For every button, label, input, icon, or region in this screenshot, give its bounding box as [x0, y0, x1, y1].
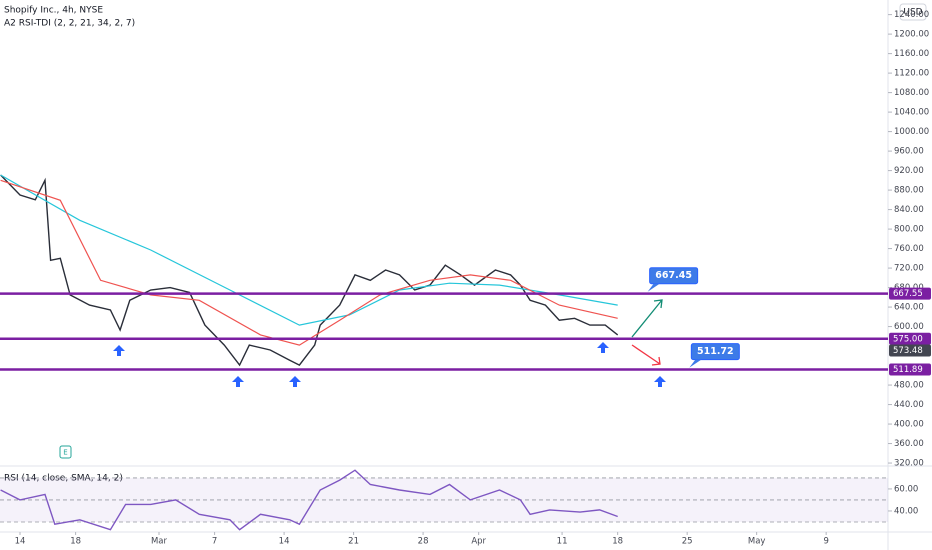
- x-tick-label: 14: [15, 537, 26, 547]
- level-tag: [889, 332, 931, 345]
- level-label: 575.00: [893, 334, 923, 344]
- level-tag: [889, 363, 931, 376]
- y-tick-label: 40.00: [894, 506, 918, 516]
- target-label: 667.45: [655, 270, 692, 281]
- up-arrow: [113, 345, 125, 356]
- y-tick-label: 800.00: [894, 225, 924, 235]
- x-tick-label: 9: [823, 537, 828, 547]
- y-tick-label: 320.00: [894, 459, 924, 469]
- x-tick-label: 7: [212, 537, 217, 547]
- up-arrow: [232, 376, 244, 387]
- earnings-marker[interactable]: [59, 445, 72, 459]
- up-arrow: [654, 376, 666, 387]
- chart-title: Shopify Inc., 4h, NYSE: [4, 6, 103, 16]
- target-pointer: [689, 359, 702, 368]
- currency: USD: [903, 8, 922, 18]
- series-line: [0, 469, 618, 531]
- y-tick-label: 880.00: [894, 186, 924, 196]
- currency-box[interactable]: [899, 3, 927, 21]
- y-tick-label: 400.00: [894, 420, 924, 430]
- series-line: [0, 179, 618, 346]
- projection-arrows: [631, 299, 663, 366]
- indicator-title: A2 RSI-TDI (2, 2, 21, 34, 2, 7): [4, 19, 135, 29]
- x-tick-label: 11: [557, 537, 568, 547]
- last-price-label: 573.48: [893, 346, 923, 356]
- level-label: 667.55: [893, 289, 923, 299]
- earnings-icon: E: [63, 449, 67, 457]
- x-tick-label: 14: [279, 537, 290, 547]
- y-tick-label: 1000.00: [894, 127, 929, 137]
- y-tick-label: 600.00: [894, 322, 924, 332]
- signal-arrows: [113, 342, 666, 387]
- x-tick-label: May: [748, 537, 766, 547]
- y-tick-label: 920.00: [894, 166, 924, 176]
- target-box: [649, 267, 699, 285]
- y-tick-label: 360.00: [894, 439, 924, 449]
- x-tick-label: Mar: [151, 537, 168, 547]
- level-tag: [889, 287, 931, 300]
- target-label: 511.72: [697, 346, 734, 357]
- up-arrow: [289, 376, 301, 387]
- target-pointer: [647, 283, 660, 292]
- down-projection: [631, 344, 661, 366]
- series-line: [0, 174, 618, 326]
- x-tick-label: 25: [682, 537, 693, 547]
- y-tick-label: 480.00: [894, 381, 924, 391]
- y-tick-label: 1120.00: [894, 69, 929, 79]
- last-price-tag: [889, 344, 931, 357]
- y-tick-label: 840.00: [894, 205, 924, 215]
- x-tick-label: 18: [612, 537, 623, 547]
- x-tick-label: 21: [348, 537, 359, 547]
- x-tick-label: 18: [70, 537, 81, 547]
- x-tick-label: Apr: [471, 537, 486, 547]
- y-tick-label: 1240.00: [894, 10, 929, 20]
- y-tick-label: 440.00: [894, 400, 924, 410]
- up-projection: [631, 299, 663, 338]
- target-box: [690, 343, 740, 361]
- y-tick-label: 1160.00: [894, 49, 929, 59]
- y-tick-label: 1200.00: [894, 30, 929, 40]
- rsi-title: RSI (14, close, SMA, 14, 2): [4, 474, 123, 484]
- y-tick-label: 1040.00: [894, 108, 929, 118]
- level-label: 511.89: [893, 365, 923, 375]
- y-tick-label: 720.00: [894, 264, 924, 274]
- y-tick-label: 1080.00: [894, 88, 929, 98]
- x-tick-label: 28: [418, 537, 429, 547]
- y-tick-label: 60.00: [894, 484, 918, 494]
- y-tick-label: 640.00: [894, 303, 924, 313]
- y-tick-label: 760.00: [894, 244, 924, 254]
- y-tick-label: 960.00: [894, 147, 924, 157]
- up-arrow: [597, 342, 609, 353]
